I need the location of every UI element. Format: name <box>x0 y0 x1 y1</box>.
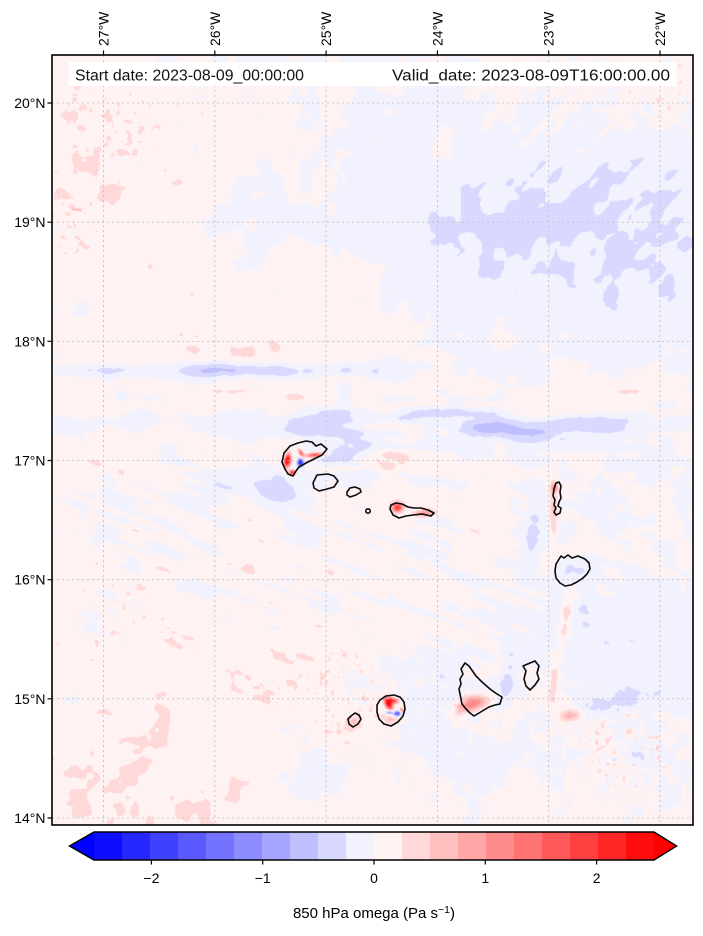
svg-text:16°N: 16°N <box>14 572 45 588</box>
svg-text:14°N: 14°N <box>14 810 45 826</box>
svg-text:Start date: 2023-08-09_00:00:0: Start date: 2023-08-09_00:00:00 <box>75 68 304 85</box>
svg-text:−2: −2 <box>143 870 159 886</box>
svg-text:Valid_date: 2023-08-09T16:00:0: Valid_date: 2023-08-09T16:00:00.00 <box>392 68 670 85</box>
svg-text:24°W: 24°W <box>429 11 445 46</box>
svg-text:25°W: 25°W <box>318 11 334 46</box>
svg-text:27°W: 27°W <box>96 11 112 46</box>
svg-text:2: 2 <box>593 870 601 886</box>
svg-text:23°W: 23°W <box>541 11 557 46</box>
svg-text:0: 0 <box>370 870 378 886</box>
svg-text:19°N: 19°N <box>14 214 45 230</box>
svg-text:1: 1 <box>481 870 489 886</box>
svg-text:17°N: 17°N <box>14 453 45 469</box>
svg-text:18°N: 18°N <box>14 333 45 349</box>
svg-text:20°N: 20°N <box>14 95 45 111</box>
svg-text:22°W: 22°W <box>652 11 668 46</box>
svg-text:15°N: 15°N <box>14 691 45 707</box>
svg-text:−1: −1 <box>255 870 271 886</box>
svg-text:850 hPa omega (Pa s−1): 850 hPa omega (Pa s−1) <box>293 904 455 922</box>
svg-text:26°W: 26°W <box>207 11 223 46</box>
